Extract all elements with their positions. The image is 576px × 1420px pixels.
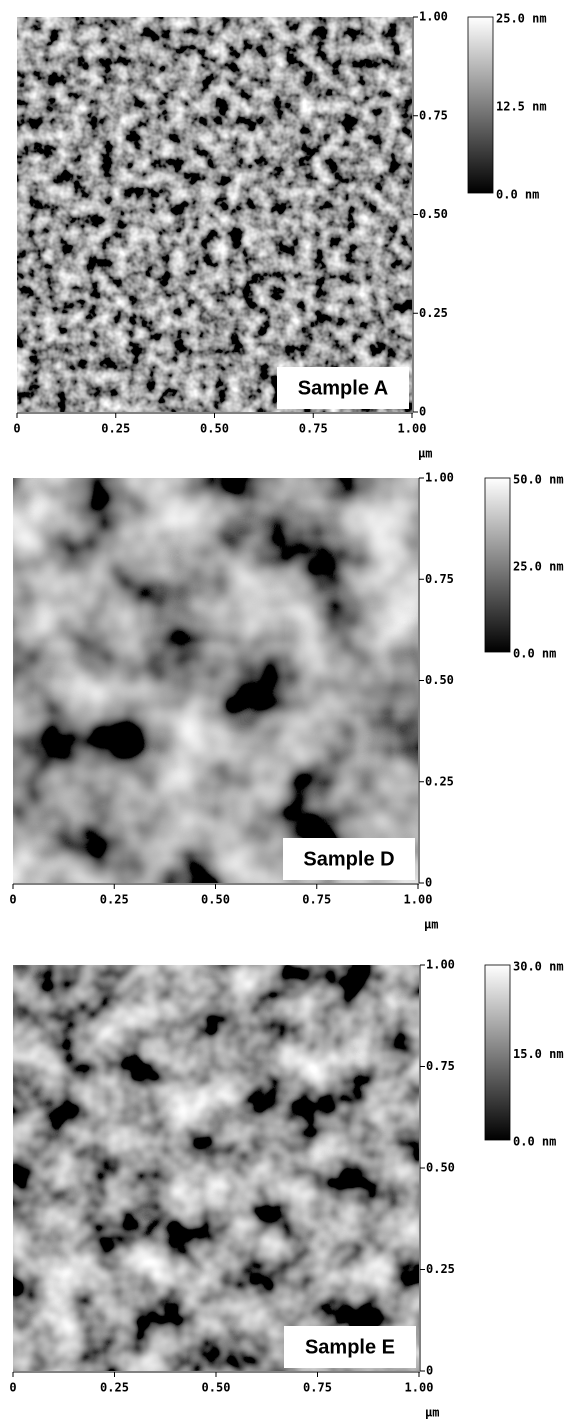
- colorbar-label: 25.0 nm: [496, 12, 547, 26]
- y-tick-label: 0.50: [419, 207, 448, 221]
- x-tick-label: 1.00: [404, 893, 433, 907]
- colorbar: [467, 16, 494, 194]
- x-tick-label: 0: [9, 1381, 16, 1395]
- sample-label: Sample A: [298, 377, 388, 399]
- y-tick-label: 1.00: [419, 10, 448, 24]
- y-tick-label: 0.75: [426, 1059, 455, 1073]
- y-tick-label: 0.50: [426, 1161, 455, 1175]
- colorbar-label: 0.0 nm: [513, 647, 556, 661]
- x-tick-label: 0.75: [303, 1381, 332, 1395]
- label-box: [277, 367, 409, 409]
- y-tick-label: 0.25: [425, 774, 454, 788]
- colorbar: [484, 477, 511, 653]
- x-unit: μm: [425, 1406, 439, 1420]
- y-tick-label: 1.00: [426, 958, 455, 972]
- colorbar-label: 15.0 nm: [513, 1047, 564, 1061]
- y-tick-label: 0.75: [425, 572, 454, 586]
- sample-label: Sample E: [305, 1336, 395, 1358]
- x-tick-label: 0.25: [100, 1381, 129, 1395]
- x-tick-label: 0.75: [302, 893, 331, 907]
- sample-label: Sample D: [303, 848, 394, 870]
- colorbar: [484, 964, 511, 1141]
- x-tick-label: 0.50: [201, 893, 230, 907]
- y-tick-label: 0: [419, 405, 426, 419]
- x-unit: μm: [424, 918, 438, 932]
- y-tick-label: 0: [425, 876, 432, 890]
- y-tick-label: 0.25: [419, 306, 448, 320]
- afm-image: [17, 17, 412, 412]
- x-tick-label: 0.25: [100, 893, 129, 907]
- label-box: [283, 838, 415, 880]
- x-tick-label: 0.50: [202, 1381, 231, 1395]
- colorbar-label: 12.5 nm: [496, 100, 547, 114]
- y-tick-label: 0.25: [426, 1262, 455, 1276]
- colorbar-label: 25.0 nm: [513, 560, 564, 574]
- x-tick-label: 0.25: [101, 422, 130, 436]
- y-tick-label: 0: [426, 1364, 433, 1378]
- x-tick-label: 0: [9, 893, 16, 907]
- label-box: [284, 1326, 416, 1368]
- x-tick-label: 0.75: [299, 422, 328, 436]
- x-tick-label: 0: [13, 422, 20, 436]
- afm-image: [13, 478, 418, 883]
- x-tick-label: 1.00: [398, 422, 427, 436]
- colorbar-label: 0.0 nm: [496, 188, 539, 202]
- x-unit: μm: [418, 447, 432, 461]
- colorbar-label: 0.0 nm: [513, 1135, 556, 1149]
- y-tick-label: 0.75: [419, 108, 448, 122]
- colorbar-label: 50.0 nm: [513, 473, 564, 487]
- y-tick-label: 1.00: [425, 471, 454, 485]
- x-tick-label: 1.00: [405, 1381, 434, 1395]
- afm-image: [13, 965, 419, 1371]
- y-tick-label: 0.50: [425, 673, 454, 687]
- colorbar-label: 30.0 nm: [513, 960, 564, 974]
- x-tick-label: 0.50: [200, 422, 229, 436]
